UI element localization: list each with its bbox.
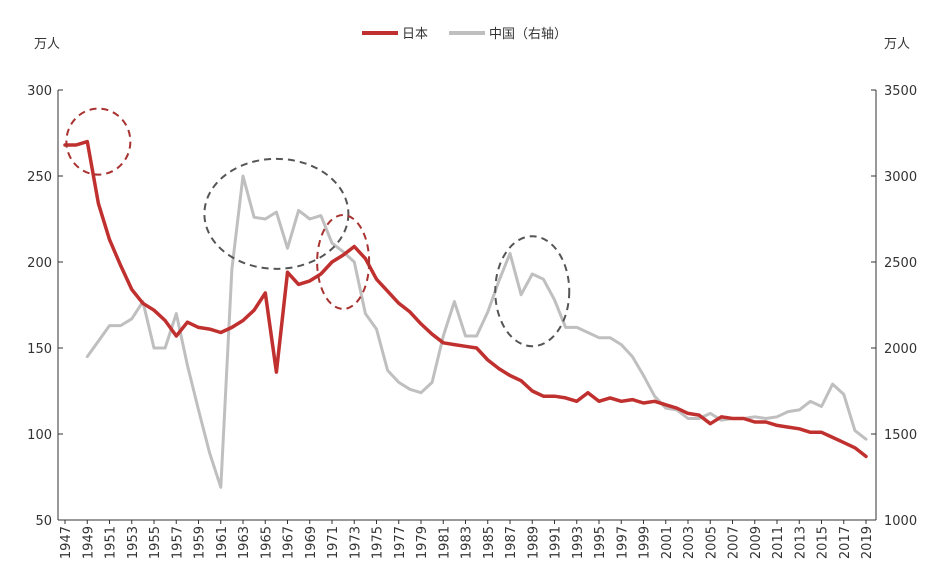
x-tick-label: 1955 — [148, 526, 163, 559]
x-tick-label: 2001 — [660, 526, 675, 559]
right-tick-label: 1000 — [884, 514, 917, 529]
series-lines — [63, 139, 868, 489]
legend-label-china: 中国（右轴） — [489, 27, 567, 42]
x-tick-label: 2011 — [771, 526, 786, 559]
right-tick-label: 3000 — [884, 170, 917, 185]
left-tick-label: 200 — [27, 256, 52, 271]
x-tick-label: 1947 — [59, 526, 74, 559]
legend-label-japan: 日本 — [402, 27, 428, 42]
left-axis-unit: 万人 — [34, 37, 60, 52]
annotation-ellipse — [65, 107, 132, 176]
x-tick-label: 1969 — [304, 526, 319, 559]
x-tick-label: 1987 — [504, 526, 519, 559]
x-tick-label: 1989 — [526, 526, 541, 559]
x-tick-label: 1973 — [348, 526, 363, 559]
annotation-ellipse — [203, 157, 350, 270]
x-tick-label: 1993 — [571, 526, 586, 559]
annotations — [65, 107, 571, 348]
x-tick-label: 1979 — [415, 526, 430, 559]
x-tick-label: 1953 — [126, 526, 141, 559]
x-tick-label: 1951 — [104, 526, 119, 559]
x-axis-ticks: 1947 1949 1951 1953 1955 1957 1959 1961 1963 1965… — [59, 520, 875, 559]
left-axis-ticks: 50 100 150 200 250 300 — [27, 84, 63, 529]
x-tick-label: 1959 — [193, 526, 208, 559]
x-tick-label: 2015 — [816, 526, 831, 559]
left-tick-label: 50 — [35, 514, 52, 529]
x-tick-label: 1961 — [215, 526, 230, 559]
legend: 日本 中国（右轴） — [362, 27, 567, 42]
left-tick-label: 150 — [27, 342, 52, 357]
x-tick-label: 1957 — [170, 526, 185, 559]
x-tick-label: 1981 — [437, 526, 452, 559]
x-tick-label: 2009 — [749, 526, 764, 559]
x-tick-label: 1983 — [460, 526, 475, 559]
right-tick-label: 1500 — [884, 428, 917, 443]
x-tick-label: 1995 — [593, 526, 608, 559]
x-tick-label: 1971 — [326, 526, 341, 559]
right-axis-ticks: 1000 1500 2000 2500 3000 3500 — [871, 84, 917, 529]
x-tick-label: 1977 — [393, 526, 408, 559]
annotation-ellipse — [316, 214, 371, 310]
left-tick-label: 100 — [27, 428, 52, 443]
x-tick-label: 1975 — [371, 526, 386, 559]
x-tick-label: 1963 — [237, 526, 252, 559]
x-tick-label: 1985 — [482, 526, 497, 559]
x-tick-label: 2003 — [682, 526, 697, 559]
left-tick-label: 250 — [27, 170, 52, 185]
annotation-ellipse — [494, 235, 571, 348]
x-tick-label: 2013 — [793, 526, 808, 559]
left-tick-label: 300 — [27, 84, 52, 99]
right-tick-label: 2000 — [884, 342, 917, 357]
series-line-japan — [63, 139, 868, 459]
x-tick-label: 1949 — [81, 526, 96, 559]
x-tick-label: 2019 — [860, 526, 875, 559]
x-tick-label: 1999 — [638, 526, 653, 559]
series-line-china — [85, 174, 868, 489]
x-tick-label: 1991 — [549, 526, 564, 559]
x-tick-label: 1967 — [282, 526, 297, 559]
x-tick-label: 2017 — [838, 526, 853, 559]
right-tick-label: 3500 — [884, 84, 917, 99]
x-tick-label: 1997 — [615, 526, 630, 559]
x-tick-label: 1965 — [259, 526, 274, 559]
x-tick-label: 2005 — [704, 526, 719, 559]
x-tick-label: 2007 — [727, 526, 742, 559]
right-axis-unit: 万人 — [884, 37, 910, 52]
right-tick-label: 2500 — [884, 256, 917, 271]
